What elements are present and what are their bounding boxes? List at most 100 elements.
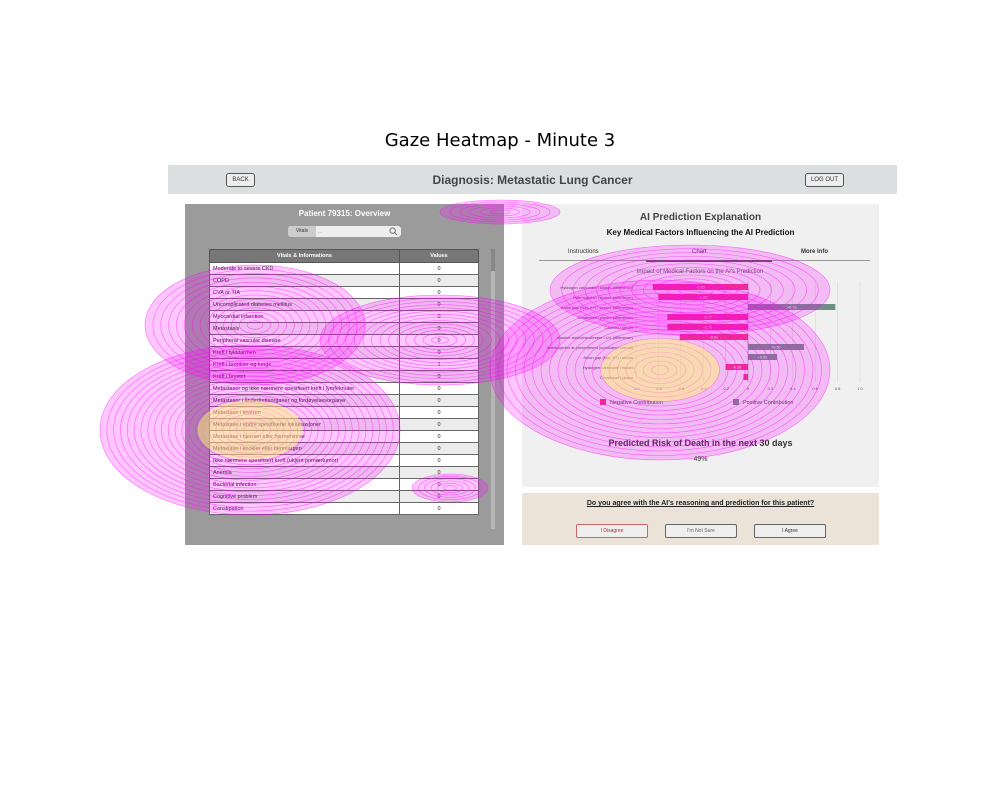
column-header[interactable]: Values (399, 249, 479, 263)
table-cell-value: 0 (399, 322, 479, 335)
data-label: +0.78 (787, 306, 797, 310)
top-bar: BACK Diagnosis: Metastatic Lung Cancer L… (168, 165, 897, 194)
scroll-thumb[interactable] (491, 249, 495, 271)
table-row: Metastase i andre spesifiserte lokalisas… (209, 418, 479, 431)
x-tick-label: 1.0 (857, 386, 863, 391)
table-cell-value: 0 (399, 418, 479, 431)
table-cell-value: 0 (399, 382, 479, 395)
tab-chart[interactable]: Chart (692, 249, 707, 255)
table-cell-label: Kreft i brystet (209, 370, 400, 383)
category-label: Hydrogen carbonate i blodet (583, 365, 634, 370)
bar (743, 374, 748, 380)
table-row: Metastase i hjernen eller hjernehinner 0 (209, 430, 479, 443)
table-cell-label: Peripheral vascular disease (209, 334, 400, 347)
x-tick-label: 0 (747, 386, 750, 391)
x-tick-label: 0.4 (790, 386, 796, 391)
tab-more-info[interactable]: More Info (801, 249, 828, 255)
table-row: Metastase i knokler eller benmargen 0 (209, 442, 479, 455)
table-row: CVA or TIA 0 (209, 286, 479, 299)
tab-instructions[interactable]: Instructions (568, 249, 599, 255)
table-cell-label: Ikke nærmere spesifisert kreft (ukjent p… (209, 454, 400, 467)
disagree-button[interactable]: I Disagree (576, 524, 648, 538)
agreement-question: Do you agree with the AI's reasoning and… (586, 500, 815, 507)
table-cell-label: Metastase i andre spesifiserte lokalisas… (209, 418, 400, 431)
data-label: -0.80 (699, 296, 708, 300)
legend-swatch-negative (600, 399, 606, 405)
data-label: -0.72 (703, 326, 712, 330)
table-cell-value: 0 (399, 286, 479, 299)
table-row: Ikke nærmere spesifisert kreft (ukjent p… (209, 454, 479, 467)
ai-panel-title: AI Prediction Explanation (639, 212, 762, 223)
back-button[interactable]: BACK (226, 173, 255, 187)
category-label: Creatinium i plasm, (difference) (577, 315, 633, 320)
column-header[interactable]: Vitals & Informations (209, 249, 400, 263)
table-cell-label: COPD (209, 274, 400, 287)
data-label: -0.61 (710, 336, 719, 340)
table-cell-value: 1 (399, 358, 479, 371)
x-tick-label: 0.6 (812, 386, 818, 391)
x-tick-label: 0.8 (835, 386, 841, 391)
table-cell-value: 0 (399, 466, 479, 479)
table-cell-value: 0 (399, 310, 479, 323)
vitals-table: Vitals & Informations Values Moderate to… (209, 249, 479, 529)
table-scrollbar[interactable] (491, 249, 495, 529)
table-row: Kreft i tykktarmen 0 (209, 346, 479, 359)
table-cell-label: Kreft i bronkier og lunge (209, 358, 400, 371)
legend-label-positive: Positive Contribution (743, 400, 793, 406)
table-cell-label: Metastaser i åndedrettsorganer og fordøy… (209, 394, 400, 407)
table-row: Anemia 0 (209, 466, 479, 479)
table-cell-value: 0 (399, 454, 479, 467)
risk-title: Predicted Risk of Death in the next 30 d… (608, 438, 793, 448)
category-label: Anion gap (Na), K+) i serum, (difference… (561, 305, 634, 310)
table-cell-label: Cognitive problem (209, 490, 400, 503)
table-row: Metastasis 0 (209, 322, 479, 335)
search-input[interactable] (318, 227, 388, 236)
category-label: Hydrogen carbonate i blodet, (difference… (560, 285, 633, 290)
agreement-panel: Do you agree with the AI's reasoning and… (522, 493, 879, 545)
table-cell-label: Anemia (209, 466, 400, 479)
figure-title: Gaze Heatmap - Minute 3 (384, 130, 616, 151)
risk-value: 49% (693, 456, 708, 463)
table-row: COPD 0 (209, 274, 479, 287)
table-cell-value: 0 (399, 274, 479, 287)
logout-button[interactable]: LOG OUT (805, 173, 844, 187)
agree-button[interactable]: I Agree (754, 524, 826, 538)
table-cell-value: 0 (399, 346, 479, 359)
category-label: Anion gap (Na), K+) i serum (583, 355, 633, 360)
ai-explanation-panel: AI Prediction Explanation Key Medical Fa… (522, 204, 879, 487)
ai-panel-subtitle: Key Medical Factors Influencing the AI P… (606, 228, 795, 237)
table-cell-value: 0 (399, 298, 479, 311)
x-tick-label: -1.0 (633, 386, 641, 391)
chart-title: Impact of Medical Factors on the AI's Pr… (637, 269, 764, 275)
table-row: Metastase i leveren 0 (209, 406, 479, 419)
table-cell-label: CVA or TIA (209, 286, 400, 299)
table-row: Kreft i brystet 0 (209, 370, 479, 383)
category-label: Calcium i serum (604, 325, 633, 330)
table-cell-label: Myocardial infarction (209, 310, 400, 323)
table-cell-label: Moderate to severe CKD (209, 262, 400, 275)
table-cell-label: Bacterial infection (209, 478, 400, 491)
table-cell-value: 0 (399, 406, 479, 419)
data-label: -0.85 (696, 286, 705, 290)
table-cell-value: 0 (399, 430, 479, 443)
table-row: Myocardial infarction 0 (209, 310, 479, 323)
vitals-filter-tab[interactable]: Vitals (288, 226, 316, 237)
table-cell-label: Metastase i knokler eller benmargen (209, 442, 400, 455)
data-label: -0.72 (703, 316, 712, 320)
factor-impact-chart: Impact of Medical Factors on the AI's Pr… (547, 269, 864, 406)
data-label: +0.50 (771, 346, 781, 350)
table-row: Metastaser i åndedrettsorganer og fordøy… (209, 394, 479, 407)
legend-label-negative: Negative Contribution (610, 400, 663, 406)
category-label: Alanine aminotransferase i U/L (differen… (557, 335, 633, 340)
table-cell-label: Kreft i tykktarmen (209, 346, 400, 359)
not-sure-button[interactable]: I'm Not Sure (665, 524, 737, 538)
patient-overview-panel: Patient 79315: Overview Vitals Vitals & … (185, 204, 504, 545)
table-row: Uncomplicated diabetes mellitus 0 (209, 298, 479, 311)
search-icon[interactable] (389, 227, 398, 236)
table-cell-value: 0 (399, 442, 479, 455)
table-row: Metastaser og ikke nærmere spesifisert k… (209, 382, 479, 395)
table-cell-value: 0 (399, 262, 479, 275)
app-window: BACK Diagnosis: Metastatic Lung Cancer L… (168, 165, 897, 550)
data-label: -0.20 (732, 366, 741, 370)
table-row: Bacterial infection 0 (209, 478, 479, 491)
